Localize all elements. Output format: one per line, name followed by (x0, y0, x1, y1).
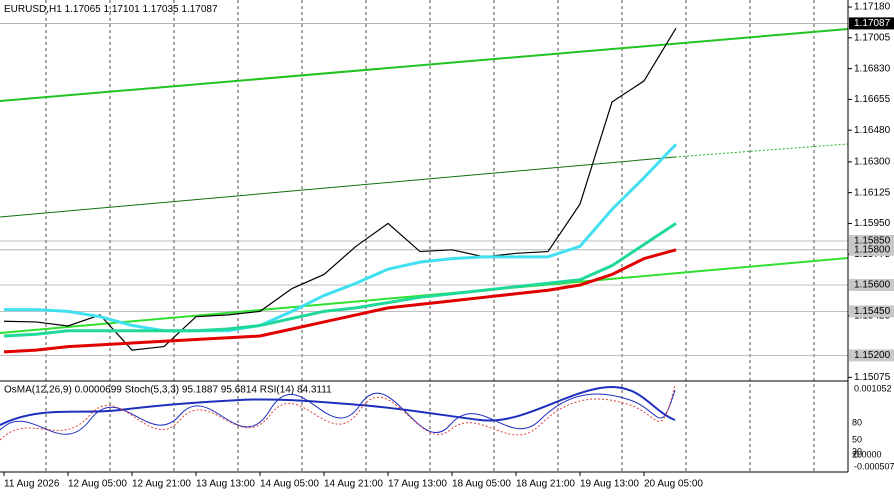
indicator-axis-label: 30 (852, 446, 862, 456)
y-tick-label: 1.15075 (854, 372, 891, 383)
y-tick-label: 1.16300 (854, 156, 891, 167)
y-tick-label: 1.16655 (854, 94, 891, 105)
price-level-label: 1.15600 (854, 280, 891, 291)
price-level-box (849, 349, 894, 362)
open: 1.17065 (65, 4, 102, 15)
price-level-label: 1.15200 (854, 350, 891, 361)
y-tick-label: 1.17180 (854, 2, 891, 13)
indicator-axis-label: 0.001052 (854, 383, 892, 393)
indicator-axis-label: 50 (852, 434, 862, 444)
x-tick-label: 14 Aug 21:00 (324, 479, 383, 490)
series-ma-medium (3, 222, 677, 338)
x-tick-label: 13 Aug 13:00 (196, 479, 255, 490)
x-tick-label: 19 Aug 13:00 (580, 479, 639, 490)
indicator-axis-label: 0.0000 (854, 449, 882, 459)
low: 1.17035 (142, 4, 179, 15)
plot (3, 27, 678, 354)
channel-middle-ext (674, 143, 849, 158)
x-tick-label: 14 Aug 05:00 (260, 479, 319, 490)
close: 1.17087 (181, 4, 218, 15)
series-price (3, 27, 677, 351)
y-tick-label: 1.16480 (854, 125, 891, 136)
y-tick-label: 1.16830 (854, 63, 891, 74)
stoch-signal (0, 384, 676, 441)
x-tick-label: 18 Aug 05:00 (452, 479, 511, 490)
chart-title: EURUSD,H1 1.17065 1.17101 1.17035 1.1708… (4, 4, 218, 15)
grid (0, 0, 848, 472)
channel-upper (0, 28, 849, 102)
x-tick-label: 12 Aug 21:00 (132, 479, 191, 490)
indicator-title: OsMA(12,26,9) 0.0000699 Stoch(5,3,3) 95.… (4, 385, 332, 396)
x-tick-label: 18 Aug 21:00 (516, 479, 575, 490)
price-level-box (849, 243, 894, 256)
indicator-axis-label: -0.000507 (854, 461, 894, 471)
price-level-label: 1.15850 (854, 236, 891, 247)
indicator-axis-label: 80 (852, 417, 862, 427)
y-tick-label: 1.17005 (854, 32, 891, 43)
x-tick-label: 11 Aug 2026 (4, 479, 60, 490)
x-tick-label: 20 Aug 05:00 (644, 479, 703, 490)
rsi-line (0, 385, 676, 426)
price-level-label: 1.17087 (854, 18, 891, 29)
y-tick-label: 1.16125 (854, 187, 891, 198)
x-tick-label: 12 Aug 05:00 (68, 479, 127, 490)
price-level-box (849, 305, 894, 318)
x-tick-label: 17 Aug 13:00 (388, 479, 447, 490)
price-level-label: 1.15450 (854, 306, 891, 317)
price-level-label: 1.15800 (854, 244, 891, 255)
series-ma-fast (4, 143, 678, 333)
channel-middle (0, 156, 676, 218)
series-ma-slow (3, 248, 677, 354)
symbol: EURUSD,H1 (4, 4, 62, 15)
price-level-box (849, 17, 894, 30)
high: 1.17101 (104, 4, 141, 15)
stoch-line (0, 389, 676, 435)
indicator-axis-label: 20 (852, 449, 862, 459)
y-tick-label: 1.15950 (854, 218, 891, 229)
price-level-box (849, 279, 894, 291)
